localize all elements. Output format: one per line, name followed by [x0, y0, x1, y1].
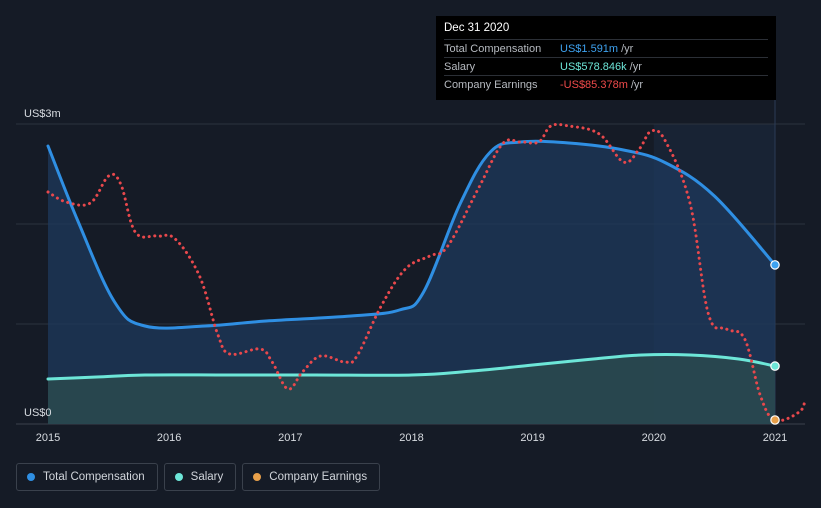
legend-label: Total Compensation	[43, 471, 145, 483]
series-markers	[770, 260, 780, 425]
tooltip-label: Salary	[444, 60, 476, 73]
tooltip-unit: /yr	[629, 60, 642, 73]
legend-dot-icon	[253, 473, 262, 481]
tooltip-value: -US$85.378m	[560, 78, 628, 91]
salary-line	[46, 352, 777, 381]
legend-label: Salary	[190, 471, 224, 483]
tooltip-row-total-compensation: Total Compensation US$1.591m /yr	[444, 39, 768, 57]
legend-item-salary[interactable]: Salary	[163, 463, 237, 491]
salary-area	[48, 354, 775, 424]
legend-item-company-earnings[interactable]: Company Earnings	[242, 463, 381, 491]
tooltip-unit: /yr	[621, 42, 634, 55]
tooltip-date: Dec 31 2020	[444, 22, 510, 34]
tooltip-row-salary: Salary US$578.846k /yr	[444, 57, 768, 75]
x-tick-label: 2018	[399, 432, 423, 444]
y-tick-label-bottom: US$0	[24, 407, 52, 419]
tooltip-panel: Dec 31 2020 Total Compensation US$1.591m…	[436, 16, 776, 100]
tooltip-row-company-earnings: Company Earnings -US$85.378m /yr	[444, 75, 768, 93]
tooltip-value: US$578.846k	[560, 60, 627, 73]
tooltip-label: Total Compensation	[444, 42, 542, 55]
series-lines	[46, 122, 807, 423]
legend-item-total-compensation[interactable]: Total Compensation	[16, 463, 158, 491]
company-earnings-line	[46, 122, 807, 423]
salary-marker	[770, 361, 780, 371]
x-tick-label: 2016	[157, 432, 181, 444]
legend-dot-icon	[174, 473, 183, 481]
x-tick-label: 2015	[36, 432, 60, 444]
legend-dot-icon	[27, 473, 35, 481]
total-compensation-marker	[770, 260, 780, 270]
series-areas	[48, 141, 775, 424]
total-compensation-line	[46, 139, 777, 330]
x-tick-label: 2020	[642, 432, 666, 444]
y-tick-label-top: US$3m	[24, 108, 61, 120]
x-tick-label: 2019	[520, 432, 544, 444]
axis-labels: US$3m US$0 2015 2016 2017 2018 2019 2020 2021	[24, 108, 787, 444]
legend-label: Company Earnings	[269, 471, 368, 483]
x-tick-label: 2021	[763, 432, 787, 444]
x-tick-label: 2017	[278, 432, 302, 444]
company-earnings-marker	[770, 415, 780, 425]
tooltip-unit: /yr	[630, 78, 644, 91]
chart-legend: Total Compensation Salary Company Earnin…	[16, 463, 381, 491]
tooltip-label: Company Earnings	[444, 78, 538, 91]
tooltip-value: US$1.591m	[560, 42, 619, 55]
